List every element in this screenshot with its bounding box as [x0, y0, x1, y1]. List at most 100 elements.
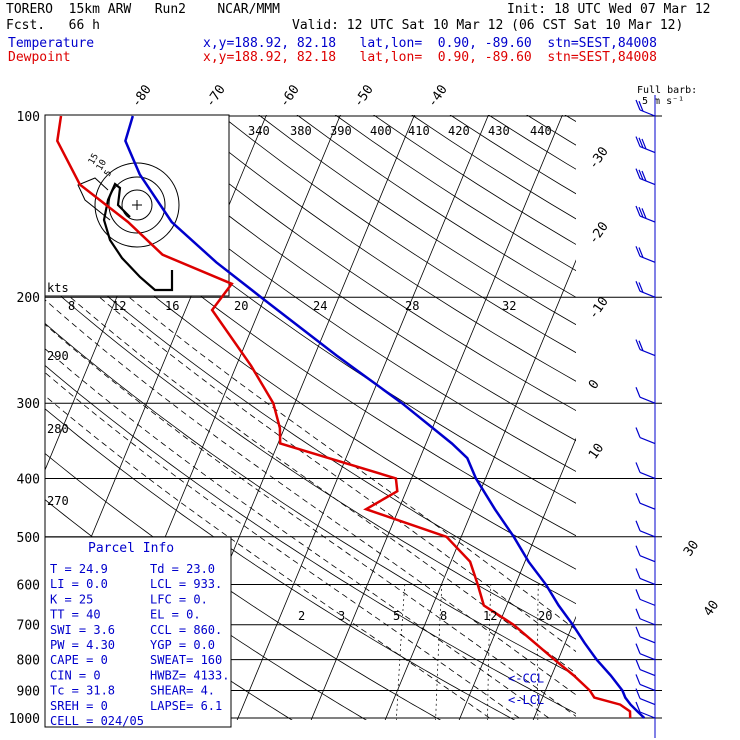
parcel-row-right-5: YGP = 0.0: [150, 638, 215, 652]
dry-adiabat-310: [45, 282, 576, 640]
dry-adiabat-470: [487, 115, 576, 170]
parcel-row-left-4: SWI = 3.6: [50, 623, 115, 637]
parcel-row-left-7: CIN = 0: [50, 668, 101, 682]
mixing-label-top-24: 24: [313, 299, 327, 313]
barb-feather-250-0: [635, 339, 641, 350]
barb-feather-400-0: [635, 462, 641, 473]
isotherm-label-side--20: -20: [586, 219, 612, 247]
mixing-ratio-5: [487, 584, 492, 720]
dry-adiabat-370: [105, 115, 576, 442]
barb-feather-800-0: [635, 643, 641, 654]
barb-feather-250-1: [638, 340, 644, 351]
temperature-location: x,y=188.92, 82.18 lat,lon= 0.90, -89.60 …: [203, 36, 657, 51]
barb-feather-450-0: [635, 493, 641, 504]
forecast-hour: Fcst. 66 h: [6, 18, 100, 33]
moist-adiabat-16: [45, 323, 576, 717]
barb-1000: [639, 711, 656, 719]
mixing-label-low-3: 3: [338, 609, 345, 623]
dry-adiabat-420: [296, 115, 576, 298]
barb-feather-350-0: [635, 427, 641, 438]
hodo-ring-0: [121, 189, 153, 221]
isotherm-label--80: -80: [129, 82, 155, 110]
profiles: [56, 115, 646, 719]
mixing-label-low-5: 5: [393, 609, 400, 623]
hodo-ring-2: [94, 162, 180, 248]
theta-label-290: 290: [47, 349, 69, 363]
moist-adiabat-24: [70, 296, 576, 674]
mixing-label-top-20: 20: [234, 299, 248, 313]
dry-adiabat-320: [45, 242, 576, 605]
mixing-ratio-12: [581, 584, 584, 730]
barb-feather-175-1: [638, 247, 644, 258]
isotherm-20: [603, 88, 740, 730]
dry-adiabat-290: [45, 364, 576, 714]
isotherm-label-30: 30: [681, 538, 702, 559]
barb-feather-100-0: [635, 99, 641, 111]
barb-feather-130-1: [638, 169, 644, 181]
barb-700: [639, 618, 656, 626]
parcel-row-left-8: Tc = 31.8: [50, 684, 115, 698]
barb-300: [639, 396, 656, 404]
moist-adiabat-20: [45, 299, 576, 696]
pressure-label-600: 600: [17, 578, 40, 593]
pressure-label-200: 200: [17, 291, 40, 306]
barb-900: [639, 683, 656, 692]
parcel-row-left-9: SREH = 0: [50, 699, 108, 713]
isotherm-label--70: -70: [203, 82, 229, 110]
mixing-label-top-28: 28: [405, 299, 419, 313]
parcel-row-right-1: LCL = 933.: [150, 577, 222, 591]
isotherm-0: [458, 437, 576, 720]
dry-adiabat-280: [45, 408, 516, 720]
barb-feather-130-2: [641, 170, 647, 182]
isotherm-label-side-0: 0: [586, 377, 603, 392]
pressure-label-400: 400: [17, 472, 40, 487]
barb-feather-850-0: [635, 659, 641, 670]
isotherm--20: [310, 115, 563, 720]
level-LCL: <-LCL: [508, 693, 544, 707]
barb-feather-175-0: [635, 246, 641, 257]
mixing-label-top-8: 8: [68, 299, 75, 313]
barb-500: [639, 530, 656, 538]
theta-label-420: 420: [448, 124, 470, 138]
barb-650: [639, 598, 656, 606]
parcel-row-right-7: HWBZ= 4133.: [150, 668, 229, 682]
barb-feather-950-0: [635, 688, 641, 699]
dry-adiabat-330: [45, 203, 576, 570]
hodo-trace-thin: [77, 177, 111, 221]
barb-feather-100-1: [638, 100, 644, 112]
dry-adiabat-460: [449, 115, 576, 195]
barb-feather-500-0: [635, 520, 641, 532]
pressure-label-1000: 1000: [9, 712, 40, 727]
barb-400: [639, 471, 656, 479]
mixing-ratio-3: [435, 584, 443, 720]
isotherm--10: [384, 259, 576, 720]
theta-label-430: 430: [488, 124, 510, 138]
theta-label-280: 280: [47, 422, 69, 436]
temperature-legend: Temperature: [8, 36, 95, 51]
hodo-ring-label-2: 15: [87, 152, 101, 166]
hodo-ring-label-1: 10: [95, 158, 109, 172]
parcel-info-box: [44, 536, 232, 728]
mixing-label-low-20: 20: [538, 609, 552, 623]
parcel-row-left-6: CAPE = 0: [50, 653, 108, 667]
isotherm-30: [677, 88, 740, 730]
dry-adiabat-380: [143, 115, 576, 412]
mixing-label-top-32: 32: [502, 299, 516, 313]
barb-feather-700-0: [635, 608, 641, 619]
theta-label-270: 270: [47, 494, 69, 508]
barb-800: [639, 653, 656, 661]
barb-550: [639, 555, 656, 563]
isotherm-label-40: 40: [701, 598, 722, 619]
parcel-row-right-0: Td = 23.0: [150, 562, 215, 576]
pressure-label-100: 100: [17, 110, 40, 125]
barb-feather-115-1: [638, 137, 644, 148]
barb-feather-200-1: [638, 282, 644, 293]
parcel-row-left-2: K = 25: [50, 592, 93, 606]
mixing-label-top-12: 12: [112, 299, 126, 313]
pressure-label-500: 500: [17, 531, 40, 546]
barb-feather-150-1: [638, 206, 644, 218]
parcel-row-left-0: T = 24.9: [50, 562, 108, 576]
